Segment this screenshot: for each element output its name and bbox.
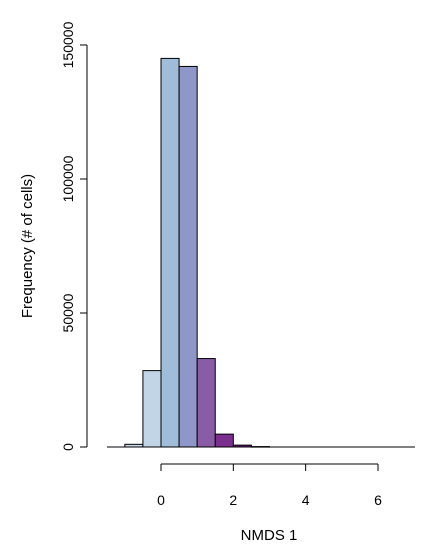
histogram-bar-1 [142,370,162,448]
histogram-bar-5 [214,433,234,448]
x-tick-label-2: 4 [302,492,310,508]
y-tick-label-3: 150000 [60,21,76,68]
x-tick-label-3: 6 [374,492,382,508]
histogram-bar-2 [160,57,180,448]
x-axis-label: NMDS 1 [241,527,298,544]
x-tick-label-0: 0 [157,492,165,508]
x-axis-ticks: 0 2 4 6 [157,464,382,508]
histogram-bars [124,57,271,448]
y-axis-label: Frequency (# of cells) [19,174,36,318]
x-tick-label-1: 2 [229,492,237,508]
y-axis-ticks: 0 50000 100000 150000 [60,21,87,451]
y-tick-label-1: 50000 [60,293,76,332]
histogram-bar-4 [196,358,216,448]
y-tick-label-2: 100000 [60,155,76,202]
y-tick-label-0: 0 [60,443,76,451]
histogram-bar-3 [178,65,198,448]
